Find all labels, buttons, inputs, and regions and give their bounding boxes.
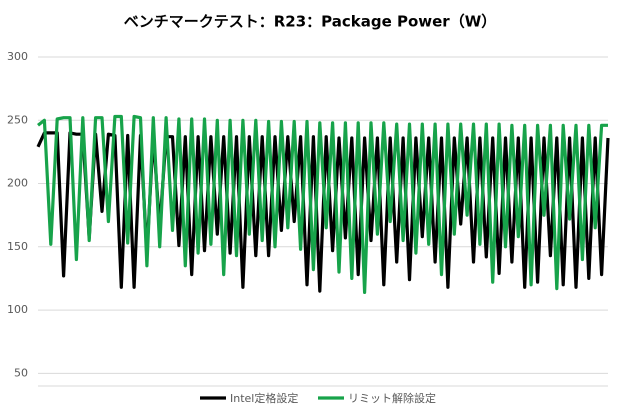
chart-title: ベンチマークテスト：R23：Package Power（W） (124, 13, 497, 31)
y-tick-label: 300 (7, 50, 28, 63)
series-line (36, 131, 610, 293)
y-tick-label: 100 (7, 303, 28, 316)
legend-label: Intel定格設定 (230, 391, 298, 405)
series-line (37, 114, 608, 294)
legend-label: リミット解除設定 (348, 391, 436, 405)
y-tick-label: 250 (7, 113, 28, 126)
y-tick-label: 200 (7, 177, 28, 190)
y-tick-label: 50 (14, 366, 28, 379)
y-tick-label: 150 (7, 240, 28, 253)
